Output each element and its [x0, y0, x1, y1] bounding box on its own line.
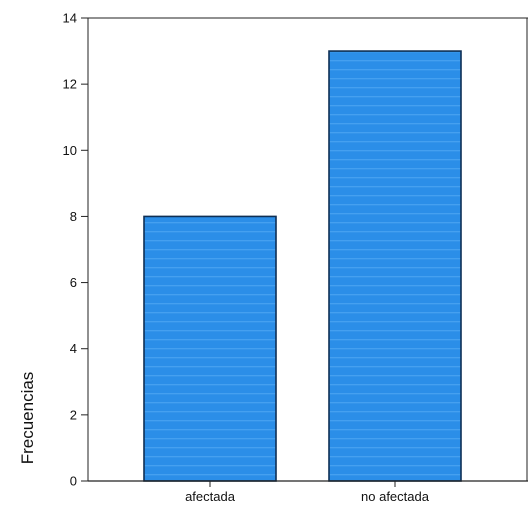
x-tick-label: no afectada [361, 489, 430, 504]
y-tick-label: 6 [70, 275, 77, 290]
y-tick-label: 4 [70, 341, 77, 356]
y-tick-label: 8 [70, 209, 77, 224]
y-tick-label: 14 [63, 11, 77, 26]
x-axis: afectada no afectada [88, 480, 528, 504]
bar [143, 215, 277, 482]
y-axis: 0 2 4 6 8 10 12 14 [63, 11, 89, 489]
y-tick-label: 10 [63, 143, 77, 158]
y-axis-title: Frecuencias [18, 372, 37, 465]
y-tick-label: 12 [63, 77, 77, 92]
y-tick-label: 0 [70, 474, 77, 489]
bars [143, 50, 462, 482]
bar [328, 50, 462, 482]
x-tick-label: afectada [185, 489, 236, 504]
y-tick-label: 2 [70, 407, 77, 422]
